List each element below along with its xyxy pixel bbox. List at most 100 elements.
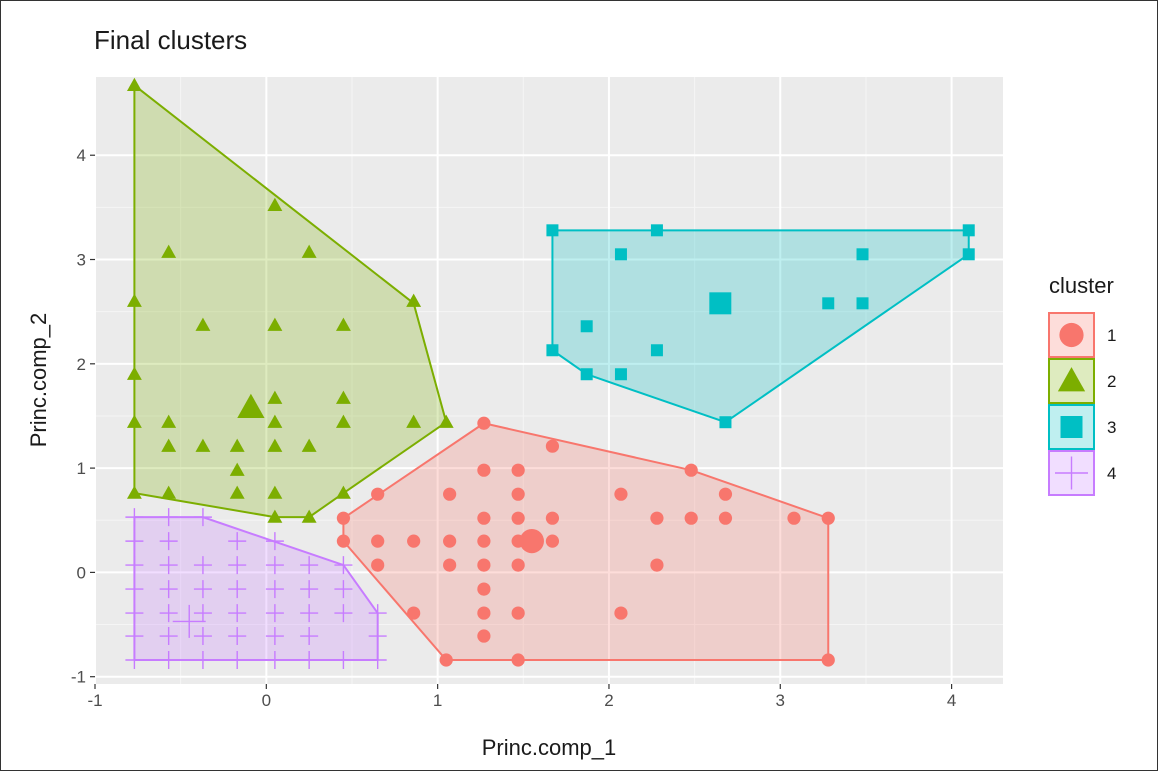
cluster-2-point [301,509,317,523]
cluster-2-point [406,414,422,428]
cluster-4-point [368,604,387,623]
axes: -1 0 1 2 3 4 -1 0 1 2 3 4 [71,146,956,710]
legend-items: 1 2 3 4 [1048,312,1116,496]
chart-title: Final clusters [94,25,247,55]
cluster-3-point [580,368,593,381]
cluster-4-point [265,580,284,599]
cluster-2-point [161,244,177,258]
cluster-4-point [228,532,247,551]
cluster-1-point [477,606,491,620]
cluster-2-point [126,77,142,92]
cluster-1-hull [342,422,830,662]
legend-marker-4 [1055,456,1088,490]
cluster-4-point [125,508,144,527]
cluster-1-point [511,511,525,525]
cluster-4-point [265,556,284,575]
cluster-4-point [125,580,144,599]
legend-label-1: 1 [1107,326,1116,345]
cluster-1-point [477,558,491,572]
cluster-4-point [159,651,178,670]
cluster-1-point [650,558,664,572]
cluster-4-point [300,580,319,599]
cluster-1-point [443,534,457,548]
cluster-1-point [821,653,835,667]
cluster-4-point [300,627,319,646]
cluster-1-center [519,529,544,554]
cluster-1-point [443,558,457,572]
cluster-3-point [580,320,593,333]
cluster-4-point [228,627,247,646]
x-tick-label: 2 [604,691,613,710]
cluster-1-point [545,511,560,525]
plot-panel [95,77,1003,684]
cluster-4-point [228,556,247,575]
cluster-1-point [336,534,351,548]
cluster-4-point [334,556,353,575]
cluster-1-point [407,606,421,620]
x-tick-label: 3 [776,691,785,710]
cluster-1-point [477,463,491,477]
cluster-1-point [511,653,525,667]
cluster-1-point [718,487,733,501]
cluster-2-point [126,485,142,499]
cluster-3-point [962,248,975,261]
cluster-3-point [546,344,559,357]
cluster-1-point [545,534,560,548]
legend-item-4: 4 [1048,450,1116,496]
cluster-2-point [406,293,422,307]
cluster-4-point [193,508,212,527]
cluster-4-point [193,651,212,670]
legend-label-4: 4 [1107,464,1116,483]
cluster-4-center [172,604,206,638]
cluster-2-point [267,390,283,404]
cluster-2-point [229,438,245,452]
legend-marker-3 [1060,416,1083,438]
cluster-1-point [511,606,525,620]
cluster-4-point [300,651,319,670]
cluster-2-point [335,317,351,331]
cluster-1-point [684,511,698,525]
y-tick-label: 4 [77,146,86,165]
cluster-1-point [718,511,733,525]
cluster-4-point [300,604,319,623]
cluster-4-point [265,532,284,551]
cluster-1-point [371,487,385,501]
legend-item-1: 1 [1048,312,1116,358]
cluster-1-point [614,487,628,501]
cluster-1-point [511,558,525,572]
cluster-1-point [511,463,525,477]
x-tick-label: 0 [262,691,271,710]
cluster-1-point [477,582,491,596]
cluster-1-point [477,511,491,525]
cluster-1-point [511,487,525,501]
cluster-3-point [650,344,663,357]
cluster-3-point [546,224,559,237]
cluster-2-point [267,197,283,211]
cluster-2-point [126,414,142,428]
cluster-4-point [334,651,353,670]
legend-item-2: 2 [1048,358,1116,404]
cluster-2-center [237,393,265,419]
y-tick-label: -1 [71,668,86,687]
cluster-2-point [161,414,177,428]
cluster-4-point [193,556,212,575]
legend: cluster 1 2 3 4 [1048,273,1116,496]
cluster-4-point [159,627,178,646]
y-axis-title: Princ.comp_2 [26,313,51,448]
cluster-4-point [193,604,212,623]
cluster-4-point [368,627,387,646]
cluster-2-point [195,438,211,452]
cluster-hulls [133,84,970,662]
cluster-1-point [407,534,421,548]
cluster-4-point [265,627,284,646]
cluster-1-point [684,463,698,477]
cluster-4-point [193,627,212,646]
cluster-4-point [125,627,144,646]
cluster-1-point [439,653,453,667]
legend-marker-1 [1059,322,1084,348]
y-tick-label: 3 [77,251,86,270]
cluster-4-point [159,604,178,623]
cluster-4-point [228,604,247,623]
